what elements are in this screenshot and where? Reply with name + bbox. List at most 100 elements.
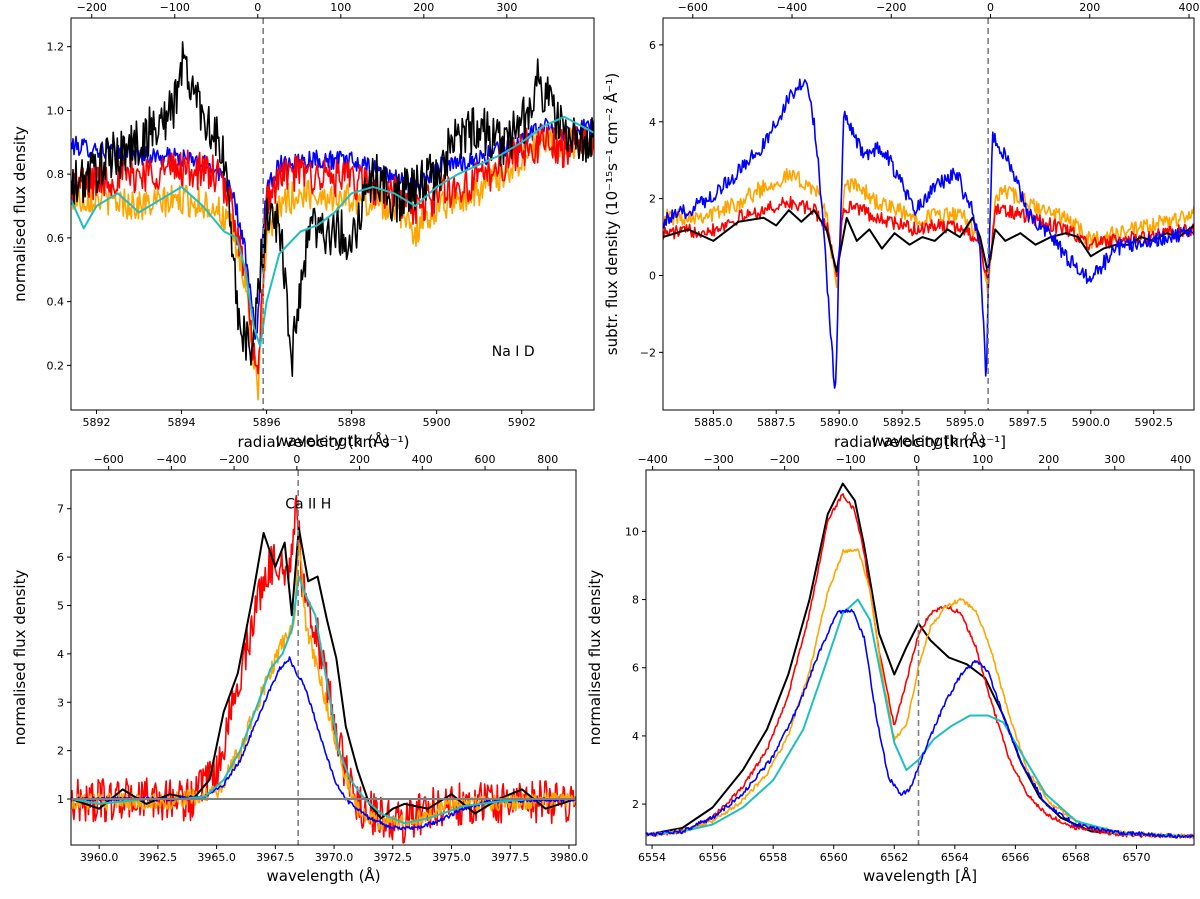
x-tick-label: 5887.5	[757, 416, 796, 429]
x-tick-label: 6566	[1001, 851, 1029, 864]
series-line-1	[663, 167, 1194, 295]
y-tick-label: −2	[640, 346, 656, 359]
y-tick-label: 1	[57, 793, 64, 806]
top-x-tick-label: 300	[496, 1, 517, 14]
x-tick-label: 6562	[880, 851, 908, 864]
top-x-tick-label: −100	[160, 1, 190, 14]
plot-frame	[70, 17, 595, 411]
plot-area	[646, 482, 1194, 840]
top-x-tick-label: 100	[330, 1, 351, 14]
x-tick-label: 6570	[1122, 851, 1150, 864]
top-x-axis-label: radial velocity [km s⁻¹]	[834, 433, 1006, 451]
series-line-5	[71, 575, 576, 825]
x-tick-label: 5885.0	[694, 416, 733, 429]
x-tick-label: 3967.5	[256, 851, 295, 864]
y-axis-label: normalised flux density	[11, 570, 29, 746]
series-line-2	[663, 196, 1194, 281]
y-tick-label: 6	[632, 662, 639, 675]
top-x-tick-label: 0	[293, 453, 300, 466]
y-tick-label: 0.8	[47, 168, 65, 181]
x-axis-label: wavelength (Å)	[275, 431, 389, 450]
x-tick-label: 3972.5	[374, 851, 413, 864]
top-x-tick-label: 200	[413, 1, 434, 14]
plot-frame	[70, 469, 577, 846]
x-tick-label: 5894	[168, 416, 196, 429]
y-tick-label: 3	[57, 696, 64, 709]
x-tick-label: 6554	[638, 851, 666, 864]
top-x-tick-label: −200	[876, 1, 906, 14]
top-x-tick-label: 300	[1104, 453, 1125, 466]
top-x-tick-label: 400	[1170, 453, 1191, 466]
top-x-tick-label: −100	[836, 453, 866, 466]
x-tick-label: 6568	[1062, 851, 1090, 864]
top-x-tick-label: −300	[704, 453, 734, 466]
series-line-5	[646, 608, 1194, 839]
top-x-tick-label: 0	[987, 1, 994, 14]
series-line-4	[71, 41, 594, 378]
top-x-tick-label: −600	[94, 453, 124, 466]
x-tick-label: 5892.5	[883, 416, 922, 429]
plot-area	[663, 78, 1194, 389]
plot-area	[71, 41, 594, 401]
top-x-tick-label: −400	[156, 453, 186, 466]
y-tick-label: 1.0	[47, 104, 65, 117]
top-x-tick-label: 400	[412, 453, 433, 466]
x-tick-label: 3962.5	[139, 851, 178, 864]
series-line-3	[646, 548, 1194, 840]
x-tick-label: 5895.0	[946, 416, 985, 429]
series-line-2	[71, 126, 594, 401]
series-line-1	[71, 494, 576, 844]
x-axis-label: wavelength (Å)	[266, 866, 380, 885]
x-axis-label: wavelength [Å]	[863, 866, 977, 885]
top-x-tick-label: 0	[254, 1, 261, 14]
top-x-tick-label: −200	[770, 453, 800, 466]
y-tick-label: 0	[649, 269, 656, 282]
x-tick-label: 6558	[759, 851, 787, 864]
series-line-4	[646, 598, 1194, 838]
top-x-tick-label: 400	[1179, 1, 1200, 14]
series-line-1	[646, 482, 1194, 838]
y-tick-label: 6	[57, 551, 64, 564]
x-axis-label: wavelength (Å)	[871, 431, 985, 450]
x-tick-label: 3977.5	[491, 851, 530, 864]
series-line-2	[646, 493, 1194, 839]
y-tick-label: 4	[632, 730, 639, 743]
x-tick-label: 3975.0	[432, 851, 471, 864]
series-line-3	[71, 123, 594, 375]
plot-frame	[662, 17, 1195, 411]
y-tick-label: 4	[649, 116, 656, 129]
x-tick-label: 5890.0	[820, 416, 859, 429]
y-tick-label: 0.2	[47, 359, 65, 372]
y-axis-label: normalised flux density	[11, 126, 29, 302]
top-x-tick-label: −400	[637, 453, 667, 466]
y-tick-label: 4	[57, 648, 64, 661]
top-x-tick-label: 100	[972, 453, 993, 466]
series-line-2	[71, 542, 576, 832]
top-x-tick-label: 600	[475, 453, 496, 466]
y-tick-label: 0.6	[47, 232, 65, 245]
x-tick-label: 3960.0	[80, 851, 119, 864]
top-x-tick-label: 0	[913, 453, 920, 466]
x-tick-label: 5892	[83, 416, 111, 429]
x-tick-label: 5896	[253, 416, 281, 429]
top-x-tick-label: 200	[1038, 453, 1059, 466]
panel-4: 6554 6556 6558 6560 6562 6564 6566 6568 6570 −400…	[586, 433, 1195, 885]
panel-3: 3960.0 3962.5 3965.0 3967.5 3970.0 3972.5 3975…	[11, 433, 588, 885]
y-tick-label: 1.2	[47, 41, 65, 54]
y-tick-label: 2	[649, 193, 656, 206]
x-tick-label: 6556	[699, 851, 727, 864]
x-tick-label: 3965.0	[197, 851, 236, 864]
panel-2: 5885.0 5887.5 5890.0 5892.5 5895.0 5897.5 5900…	[602, 1, 1200, 450]
line-annotation: Ca II H	[285, 497, 331, 513]
series-line-3	[71, 527, 576, 820]
top-x-tick-label: −200	[219, 453, 249, 466]
series-line-3	[663, 209, 1194, 273]
x-tick-label: 5898	[338, 416, 366, 429]
x-tick-label: 5900	[423, 416, 451, 429]
x-tick-label: 5897.5	[1009, 416, 1048, 429]
y-axis-label: normalised flux density	[586, 570, 604, 746]
x-tick-label: 3970.0	[315, 851, 354, 864]
series-line-4	[663, 78, 1194, 389]
